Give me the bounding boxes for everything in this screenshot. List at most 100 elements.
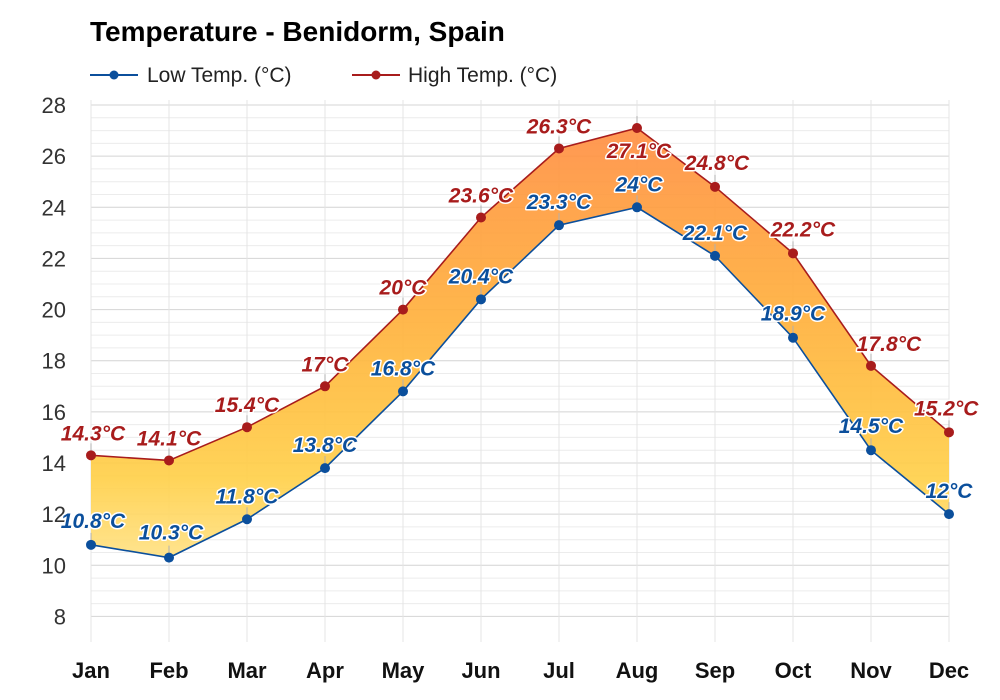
x-axis: Jan Feb Mar Apr May Jun Jul Aug Sep Oct Nov Dec bbox=[72, 658, 969, 683]
legend-high-label: High Temp. (°C) bbox=[408, 64, 557, 87]
high-label-dec: 15.2°C bbox=[914, 397, 979, 420]
x-tick-label-sep: Sep bbox=[695, 658, 735, 683]
low-label-feb: 10.3°C bbox=[139, 522, 204, 545]
high-point-jun[interactable] bbox=[476, 212, 486, 223]
high-label-feb: 14.1°C bbox=[137, 427, 202, 450]
high-label-jul: 26.3°C bbox=[526, 115, 592, 138]
x-tick-label-jun: Jun bbox=[461, 658, 500, 683]
data-points bbox=[86, 123, 954, 563]
data-labels: 14.3°C 14.1°C 15.4°C 17°C 20°C 23.6°C 26.3°C 27… bbox=[59, 114, 980, 546]
high-point-jul[interactable] bbox=[554, 143, 564, 154]
y-tick-label: 26 bbox=[42, 144, 66, 169]
legend-low-marker bbox=[109, 70, 119, 80]
high-point-feb[interactable] bbox=[164, 455, 174, 466]
low-label-jul: 23.3°C bbox=[526, 191, 592, 214]
band-may bbox=[403, 217, 481, 392]
low-label-oct: 18.9°C bbox=[761, 303, 826, 326]
low-point-may[interactable] bbox=[398, 386, 408, 397]
y-tick-label: 14 bbox=[42, 451, 66, 476]
x-tick-label-aug: Aug bbox=[616, 658, 659, 683]
low-label-mar: 11.8°C bbox=[216, 485, 280, 508]
high-temp-line bbox=[90, 127, 950, 462]
y-tick-label: 24 bbox=[42, 195, 66, 220]
chart-title: Temperature - Benidorm, Spain bbox=[90, 16, 505, 47]
low-point-apr[interactable] bbox=[320, 463, 330, 474]
low-point-oct[interactable] bbox=[788, 332, 798, 343]
y-tick-label: 20 bbox=[42, 298, 66, 323]
low-point-mar[interactable] bbox=[242, 514, 252, 525]
low-label-sep: 22.1°C bbox=[682, 222, 748, 245]
low-temp-line bbox=[90, 206, 950, 559]
low-point-feb[interactable] bbox=[164, 552, 174, 563]
high-label-oct: 22.2°C bbox=[770, 218, 836, 241]
high-point-jan[interactable] bbox=[86, 450, 96, 461]
low-label-aug: 24°C bbox=[615, 173, 664, 196]
high-label-nov: 17.8°C bbox=[857, 333, 922, 356]
low-label-jan: 10.8°C bbox=[61, 510, 126, 533]
y-tick-label: 12 bbox=[42, 502, 66, 527]
band-nov bbox=[871, 365, 949, 515]
high-point-aug[interactable] bbox=[632, 123, 642, 134]
band-oct bbox=[793, 253, 871, 451]
high-point-may[interactable] bbox=[398, 304, 408, 315]
low-point-dec[interactable] bbox=[944, 509, 954, 520]
high-label-mar: 15.4°C bbox=[215, 394, 280, 417]
high-label-apr: 17°C bbox=[302, 353, 350, 376]
band-apr bbox=[325, 309, 403, 469]
y-axis: 8 10 12 14 16 18 20 22 24 26 28 bbox=[42, 93, 66, 629]
x-tick-label-jul: Jul bbox=[543, 658, 575, 683]
high-label-sep: 24.8°C bbox=[684, 152, 750, 175]
high-point-apr[interactable] bbox=[320, 381, 330, 392]
high-point-oct[interactable] bbox=[788, 248, 798, 259]
band-sep bbox=[715, 186, 793, 338]
x-tick-label-feb: Feb bbox=[149, 658, 188, 683]
low-label-may: 16.8°C bbox=[371, 357, 436, 380]
high-point-mar[interactable] bbox=[242, 422, 252, 433]
high-label-aug: 27.1°C bbox=[606, 140, 672, 163]
y-tick-label: 10 bbox=[42, 553, 66, 578]
low-point-jun[interactable] bbox=[476, 294, 486, 305]
legend-low-label: Low Temp. (°C) bbox=[147, 64, 292, 87]
y-tick-label: 18 bbox=[42, 349, 66, 374]
x-tick-label-may: May bbox=[382, 658, 426, 683]
legend-item-low[interactable]: Low Temp. (°C) bbox=[90, 64, 292, 87]
x-tick-label-dec: Dec bbox=[929, 658, 969, 683]
band-mar bbox=[247, 386, 325, 520]
y-tick-label: 16 bbox=[42, 400, 66, 425]
low-point-jan[interactable] bbox=[86, 539, 96, 550]
low-label-jun: 20.4°C bbox=[448, 265, 514, 288]
label-ticks bbox=[90, 116, 950, 554]
low-label-apr: 13.8°C bbox=[293, 434, 358, 457]
low-label-dec: 12°C bbox=[926, 480, 974, 503]
x-tick-label-apr: Apr bbox=[306, 658, 344, 683]
band-feb bbox=[169, 427, 247, 558]
high-point-sep[interactable] bbox=[710, 181, 720, 192]
y-tick-label: 8 bbox=[54, 604, 66, 629]
low-label-nov: 14.5°C bbox=[839, 415, 904, 438]
high-label-jan: 14.3°C bbox=[61, 422, 126, 445]
temperature-bands bbox=[91, 128, 949, 558]
x-tick-label-nov: Nov bbox=[850, 658, 892, 683]
y-tick-label: 28 bbox=[42, 93, 66, 118]
legend-item-high[interactable]: High Temp. (°C) bbox=[352, 64, 557, 87]
low-point-nov[interactable] bbox=[866, 445, 876, 456]
high-point-dec[interactable] bbox=[944, 427, 954, 438]
band-aug bbox=[637, 128, 715, 256]
high-label-may: 20°C bbox=[379, 277, 428, 300]
band-jan bbox=[91, 455, 169, 558]
high-label-jun: 23.6°C bbox=[448, 185, 514, 208]
band-jul bbox=[559, 128, 637, 226]
legend: Low Temp. (°C) High Temp. (°C) bbox=[90, 64, 557, 87]
low-point-sep[interactable] bbox=[710, 250, 720, 261]
x-tick-label-jan: Jan bbox=[72, 658, 110, 683]
series-lines bbox=[90, 127, 950, 559]
low-point-aug[interactable] bbox=[632, 202, 642, 213]
y-tick-label: 22 bbox=[42, 246, 66, 271]
high-point-nov[interactable] bbox=[866, 360, 876, 371]
legend-high-marker bbox=[371, 70, 381, 80]
low-point-jul[interactable] bbox=[554, 220, 564, 231]
x-tick-label-mar: Mar bbox=[227, 658, 267, 683]
x-tick-label-oct: Oct bbox=[775, 658, 812, 683]
band-jun bbox=[481, 148, 559, 300]
